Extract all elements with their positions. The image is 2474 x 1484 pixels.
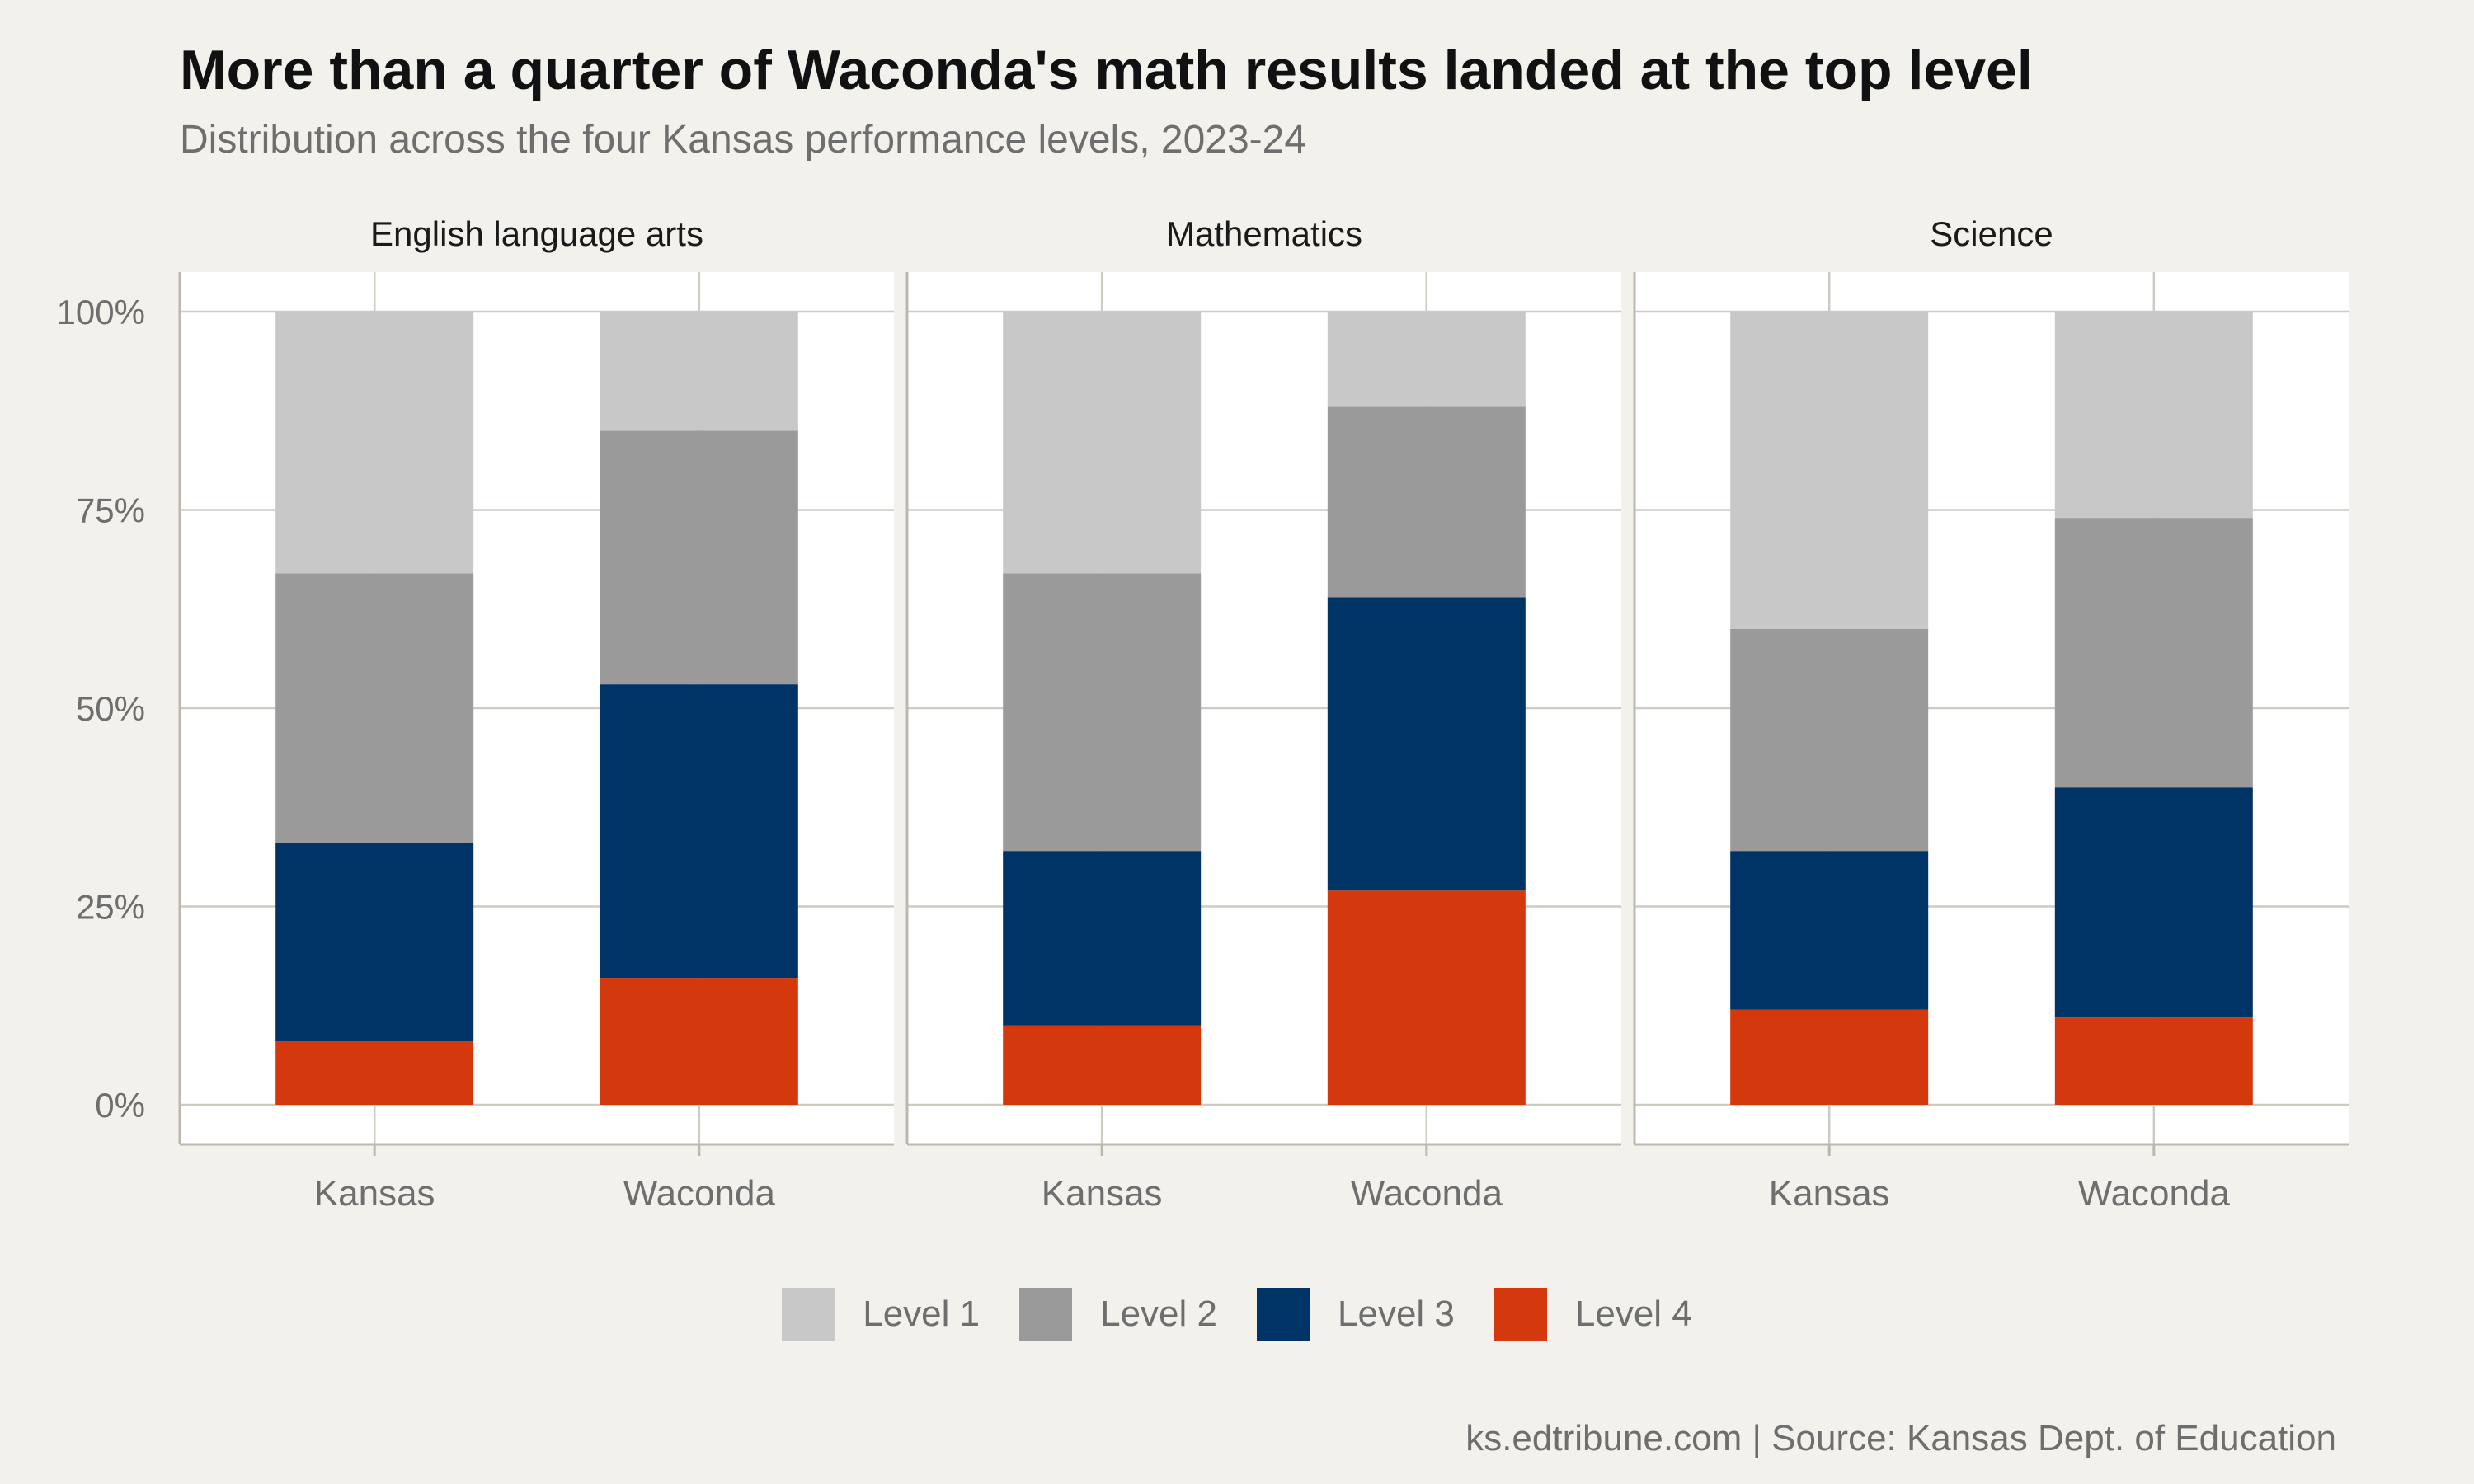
bar-segment-level-2 xyxy=(1003,573,1202,852)
tick-label-y: 100% xyxy=(57,293,145,331)
bar-segment-level-2 xyxy=(275,573,474,843)
tick-label-y: 25% xyxy=(76,888,145,927)
legend-item: Level 2 xyxy=(1019,1288,1217,1341)
tick-label-x: Kansas xyxy=(1042,1173,1163,1214)
legend-item: Level 4 xyxy=(1493,1288,1692,1341)
bar-segment-level-1 xyxy=(600,312,798,431)
bar-segment-level-3 xyxy=(600,684,798,979)
panel-title: Science xyxy=(1930,214,2053,253)
legend-item: Level 1 xyxy=(782,1288,980,1341)
tick-label-y: 75% xyxy=(76,491,145,530)
source-caption: ks.edtribune.com | Source: Kansas Dept. … xyxy=(1465,1418,2336,1458)
bar-segment-level-2 xyxy=(600,430,798,685)
legend-label: Level 1 xyxy=(863,1294,981,1334)
tick-label-y: 50% xyxy=(76,689,145,728)
bar-segment-level-2 xyxy=(2054,518,2253,788)
bar-segment-level-1 xyxy=(1003,312,1202,574)
bar-segment-level-3 xyxy=(1003,851,1202,1026)
bar-segment-level-3 xyxy=(275,843,474,1042)
bar-segment-level-1 xyxy=(2054,312,2253,519)
bar-segment-level-3 xyxy=(1730,851,1929,1010)
tick-label-x: Kansas xyxy=(1769,1173,1890,1214)
legend-label: Level 2 xyxy=(1100,1294,1217,1334)
tick-label-x: Waconda xyxy=(1351,1173,1503,1214)
bar-segment-level-2 xyxy=(1730,628,1929,852)
legend: Level 1 Level 2 Level 3 Level 4 xyxy=(0,1288,2474,1341)
bar-segment-level-1 xyxy=(1327,312,1526,407)
legend-label: Level 3 xyxy=(1338,1294,1455,1334)
legend-swatch xyxy=(782,1288,835,1341)
bar-segment-level-3 xyxy=(2054,787,2253,1018)
tick-label-x: Waconda xyxy=(2078,1173,2231,1214)
tick-label-x: Kansas xyxy=(314,1173,435,1214)
bar-segment-level-2 xyxy=(1327,406,1526,598)
tick-label-y: 0% xyxy=(95,1086,145,1125)
legend-label: Level 4 xyxy=(1574,1294,1692,1334)
legend-swatch xyxy=(1493,1288,1547,1341)
panel-title: English language arts xyxy=(370,214,703,253)
bar-segment-level-4 xyxy=(2054,1017,2253,1105)
legend-swatch xyxy=(1019,1288,1073,1341)
chart-subtitle: Distribution across the four Kansas perf… xyxy=(180,118,1307,162)
panel-title: Mathematics xyxy=(1166,214,1362,253)
bar-segment-level-4 xyxy=(1003,1025,1202,1105)
chart-title: More than a quarter of Waconda's math re… xyxy=(180,39,2033,101)
legend-item: Level 3 xyxy=(1257,1288,1455,1341)
bar-segment-level-4 xyxy=(600,978,798,1105)
bar-segment-level-1 xyxy=(275,312,474,574)
legend-swatch xyxy=(1257,1288,1310,1341)
tick-label-x: Waconda xyxy=(623,1173,776,1214)
bar-segment-level-4 xyxy=(1730,1009,1929,1105)
bar-segment-level-4 xyxy=(275,1041,474,1105)
bar-segment-level-3 xyxy=(1327,597,1526,891)
bar-segment-level-4 xyxy=(1327,890,1526,1105)
bar-segment-level-1 xyxy=(1730,312,1929,629)
